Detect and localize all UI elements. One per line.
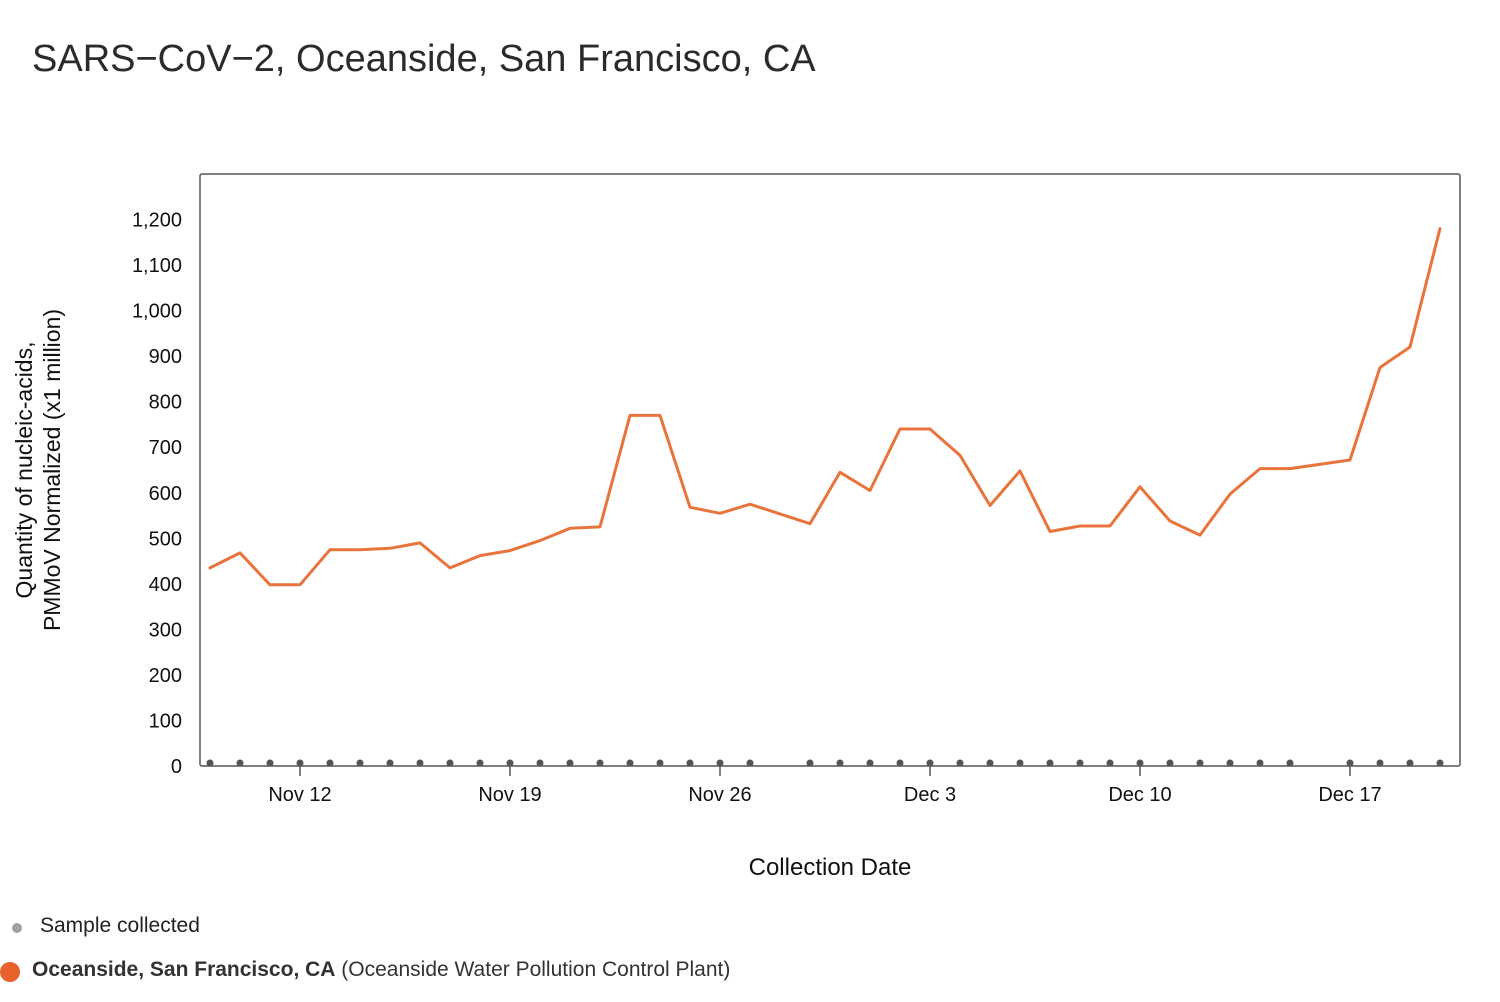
sample-point <box>1076 759 1084 767</box>
y-tick-label: 700 <box>149 437 182 459</box>
sample-point <box>656 759 664 767</box>
sample-point <box>386 759 394 767</box>
y-tick-label: 800 <box>149 392 182 414</box>
sample-point <box>896 759 904 767</box>
sample-point <box>296 759 304 767</box>
site-dot-icon <box>0 962 20 982</box>
y-axis: 0 100 200 300 400 500 600 700 800 900 1,000 1,100 1,… <box>132 210 182 778</box>
sample-point <box>686 759 694 767</box>
y-tick-label: 200 <box>149 665 182 687</box>
sample-point <box>1196 759 1204 767</box>
sample-point <box>866 759 874 767</box>
y-tick-label: 300 <box>149 619 182 641</box>
sample-point <box>416 759 424 767</box>
sample-point <box>1016 759 1024 767</box>
sample-point <box>1046 759 1054 767</box>
x-tick-label: Nov 26 <box>688 784 751 806</box>
y-axis-title: Quantity of nucleic-acids, PMMoV Normaliz… <box>11 309 65 631</box>
chart-title: SARS−CoV−2, Oceanside, San Francisco, CA <box>32 38 816 80</box>
sample-point <box>626 759 634 767</box>
sample-point <box>1346 759 1354 767</box>
legend-site-name: Oceanside, San Francisco, CA <box>32 958 336 981</box>
x-tick-label: Nov 12 <box>268 784 331 806</box>
sample-point <box>1376 759 1384 767</box>
x-tick-label: Nov 19 <box>478 784 541 806</box>
x-axis-title: Collection Date <box>749 854 912 881</box>
sample-point <box>716 759 724 767</box>
sample-point <box>506 759 514 767</box>
sample-point <box>1166 759 1174 767</box>
plot-area <box>199 173 1461 767</box>
sample-point <box>1136 759 1144 767</box>
y-tick-label: 0 <box>171 756 182 778</box>
series-line <box>208 227 1442 587</box>
sample-point <box>236 759 244 767</box>
sample-point <box>596 759 604 767</box>
sample-point <box>206 759 214 767</box>
sample-point <box>1436 759 1444 767</box>
y-axis-title-line: PMMoV Normalized (x1 million) <box>39 309 65 631</box>
x-tick-label: Dec 3 <box>904 784 956 806</box>
sample-dot-icon <box>12 923 22 933</box>
series-lines <box>208 227 1442 587</box>
sample-point <box>1256 759 1264 767</box>
sample-point <box>446 759 454 767</box>
y-tick-label: 1,100 <box>132 255 182 277</box>
sample-point <box>926 759 934 767</box>
y-tick-label: 600 <box>149 483 182 505</box>
y-tick-label: 500 <box>149 528 182 550</box>
sample-point <box>1106 759 1114 767</box>
sample-point <box>806 759 814 767</box>
sample-point <box>476 759 484 767</box>
sample-point <box>326 759 334 767</box>
sample-point <box>956 759 964 767</box>
sample-point <box>566 759 574 767</box>
legend-sample-label: Sample collected <box>40 914 200 937</box>
y-tick-label: 1,000 <box>132 301 182 323</box>
sample-point <box>836 759 844 767</box>
x-tick-label: Dec 10 <box>1108 784 1171 806</box>
y-tick-label: 900 <box>149 346 182 368</box>
sample-point <box>746 759 754 767</box>
x-tick-label: Dec 17 <box>1318 784 1381 806</box>
legend-site-label: Oceanside, San Francisco, CA (Oceanside … <box>32 958 730 982</box>
sample-point <box>356 759 364 767</box>
sample-point <box>266 759 274 767</box>
x-axis: Nov 12 Nov 19 Nov 26 Dec 3 Dec 10 Dec 17 <box>268 766 1382 806</box>
sample-point <box>536 759 544 767</box>
sample-point <box>1226 759 1234 767</box>
y-tick-label: 100 <box>149 710 182 732</box>
legend-site-detail: (Oceanside Water Pollution Control Plant… <box>341 958 731 981</box>
sample-point <box>1286 759 1294 767</box>
y-tick-label: 400 <box>149 574 182 596</box>
y-tick-label: 1,200 <box>132 210 182 232</box>
sample-point <box>1406 759 1414 767</box>
sample-markers <box>206 759 1444 767</box>
sample-point <box>986 759 994 767</box>
y-axis-title-line: Quantity of nucleic-acids, <box>11 342 37 599</box>
